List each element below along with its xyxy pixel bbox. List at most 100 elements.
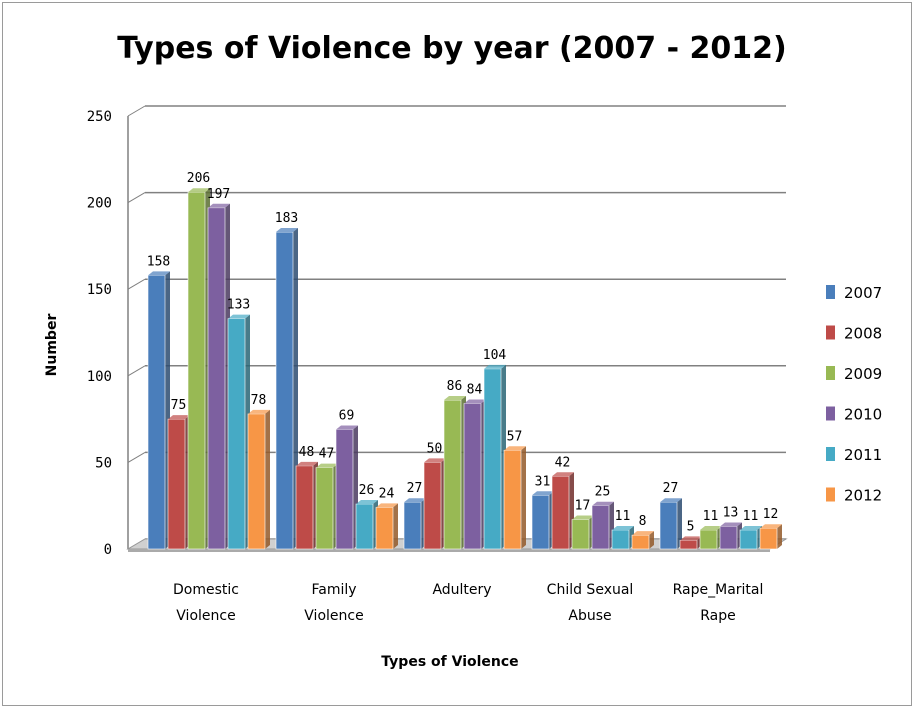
bar-top [532,491,554,496]
data-label: 11 [703,509,719,524]
bar-2007 [403,498,426,550]
legend-item-2008: 2008 [826,325,882,343]
bar-face [443,399,462,550]
bar-top [208,203,230,208]
bar-top [376,503,398,508]
bar-top [484,364,506,369]
bar-2012 [631,531,654,550]
bar-face [503,449,522,550]
data-label: 11 [743,509,759,524]
legend-label: 2007 [844,284,882,302]
bar-face [611,529,630,550]
bar-face [719,526,738,550]
bar-2010 [719,522,742,550]
bar-top [228,314,250,319]
bar-face [591,505,610,550]
x-tick-label: Violence [176,608,235,624]
bar-2008 [423,458,446,550]
bar-face [275,231,294,550]
bar-top [660,498,682,503]
bar-2010 [207,203,230,550]
bar-top [632,531,654,536]
bar-side [393,503,398,549]
bar-2007 [275,228,298,550]
bar-face [295,465,314,550]
bar-side [521,446,526,549]
bar-face [423,462,442,550]
y-tick-label: 150 [87,282,112,298]
x-axis-label: Types of Violence [381,654,518,670]
x-tick-label: Abuse [568,608,611,624]
legend-swatch [826,285,835,299]
legend-item-2010: 2010 [826,406,882,424]
bar-face [483,368,502,550]
bar-top [700,525,722,530]
bar-top [464,399,486,404]
bar-top [552,472,574,477]
bar-2011 [739,525,762,550]
bar-2011 [611,525,634,550]
bar-2011 [355,499,378,550]
bar-2012 [759,524,782,550]
bar-2007 [659,498,682,550]
data-label: 17 [575,499,591,514]
floor-edge [128,549,770,552]
bar-face [227,318,246,550]
legend-item-2012: 2012 [826,487,882,505]
data-label: 48 [299,445,315,460]
bar-2007 [147,271,170,550]
bar-top [276,228,298,233]
data-label: 183 [275,211,298,226]
bar-side [649,531,654,549]
bar-face [551,475,570,550]
bar-top [404,498,426,503]
legend-label: 2009 [844,365,882,383]
data-label: 69 [339,408,355,423]
x-tick-label: Family [311,582,356,598]
bar-side [777,524,782,549]
data-label: 78 [251,393,267,408]
bar-top [168,415,190,420]
bar-2012 [375,503,398,550]
bar-top [740,525,762,530]
bar-2008 [167,415,190,550]
data-label: 197 [207,187,230,202]
bar-face [531,495,550,550]
legend-item-2009: 2009 [826,365,882,383]
bar-face [759,527,778,550]
bar-face [355,503,374,550]
data-label: 12 [763,507,779,522]
bar-2009 [571,515,594,550]
x-tick-label: Violence [304,608,363,624]
data-label: 5 [687,519,695,534]
x-tick-label: Domestic [173,582,239,598]
bar-2010 [463,399,486,550]
bar-top [356,499,378,504]
bar-2009 [443,396,466,550]
data-label: 31 [535,474,551,489]
bar-face [187,191,206,550]
bar-face [335,429,354,550]
bar-face [679,540,698,550]
data-label: 133 [227,298,250,313]
bar-face [247,413,266,550]
bar-top [760,524,782,529]
bar-top [336,425,358,430]
bar-top [504,446,526,451]
x-tick-label: Rape [700,608,736,624]
data-label: 158 [147,254,170,269]
bar-top [188,188,210,193]
legend-swatch [826,487,835,502]
y-tick-label: 0 [104,542,112,558]
legend-swatch [826,366,835,380]
bar-2010 [335,425,358,550]
bar-top [720,522,742,527]
bar-2011 [483,364,506,550]
bar-face [207,207,226,550]
legend-swatch [826,325,835,340]
bar-top [148,271,170,276]
bar-2012 [503,446,526,550]
bar-face [463,403,482,550]
